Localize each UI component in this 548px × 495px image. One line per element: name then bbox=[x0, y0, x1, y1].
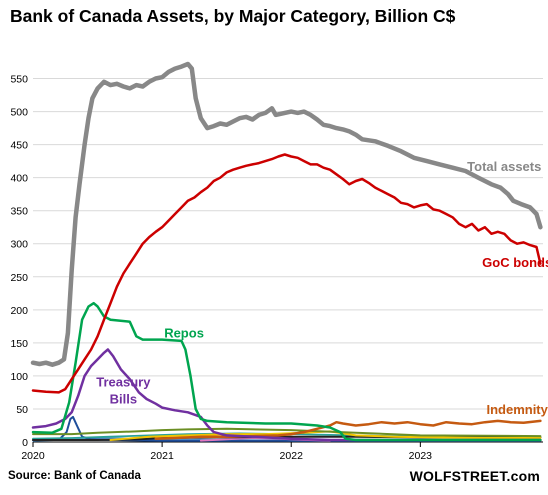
y-tick-label: 0 bbox=[22, 437, 28, 449]
chart-title: Bank of Canada Assets, by Major Category… bbox=[10, 6, 456, 26]
series-label-total-assets: Total assets bbox=[467, 159, 541, 174]
series-line-total-assets bbox=[30, 61, 543, 367]
series-label-repos: Repos bbox=[164, 326, 204, 341]
x-tick-label: 2022 bbox=[280, 450, 304, 462]
x-tick-label: 2020 bbox=[21, 450, 45, 462]
y-tick-label: 300 bbox=[10, 239, 28, 251]
series-line-olive bbox=[32, 427, 542, 438]
gridlines bbox=[33, 78, 543, 410]
series-line-indemnity bbox=[154, 419, 542, 440]
y-tick-label: 350 bbox=[10, 206, 28, 218]
x-tick-label: 2023 bbox=[409, 450, 433, 462]
series-line-repos bbox=[31, 301, 542, 442]
series-label-treasury-bills: Treasury Bills bbox=[96, 374, 151, 406]
y-tick-label: 150 bbox=[10, 338, 28, 350]
y-tick-label: 450 bbox=[10, 140, 28, 152]
series-line-treasury-bills bbox=[31, 348, 542, 442]
x-axis-ticks: 2020 2021 2022 2023 bbox=[21, 442, 432, 462]
y-tick-label: 400 bbox=[10, 173, 28, 185]
series-label-indemnity: Indemnity bbox=[486, 402, 548, 417]
y-tick-label: 550 bbox=[10, 74, 28, 86]
y-tick-label: 500 bbox=[10, 107, 28, 119]
y-axis-ticks: 0 50 100 150 200 250 300 350 400 450 500 550 bbox=[10, 74, 28, 449]
series-line-goc-bonds bbox=[31, 153, 542, 394]
source-note: Source: Bank of Canada bbox=[8, 470, 141, 482]
series-lines bbox=[30, 61, 543, 442]
y-tick-label: 50 bbox=[16, 404, 28, 416]
x-tick-label: 2021 bbox=[150, 450, 174, 462]
series-labels: Total assets GoC bonds Repos Treasury Bills I… bbox=[96, 159, 548, 417]
series-label-goc-bonds: GoC bonds bbox=[482, 255, 548, 270]
series-label-line: Treasury bbox=[96, 374, 151, 389]
series-label-line: Bills bbox=[110, 391, 137, 406]
y-tick-label: 100 bbox=[10, 371, 28, 383]
y-tick-label: 200 bbox=[10, 305, 28, 317]
brand-logo-text: WOLFSTREET.com bbox=[409, 468, 540, 484]
y-tick-label: 250 bbox=[10, 272, 28, 284]
